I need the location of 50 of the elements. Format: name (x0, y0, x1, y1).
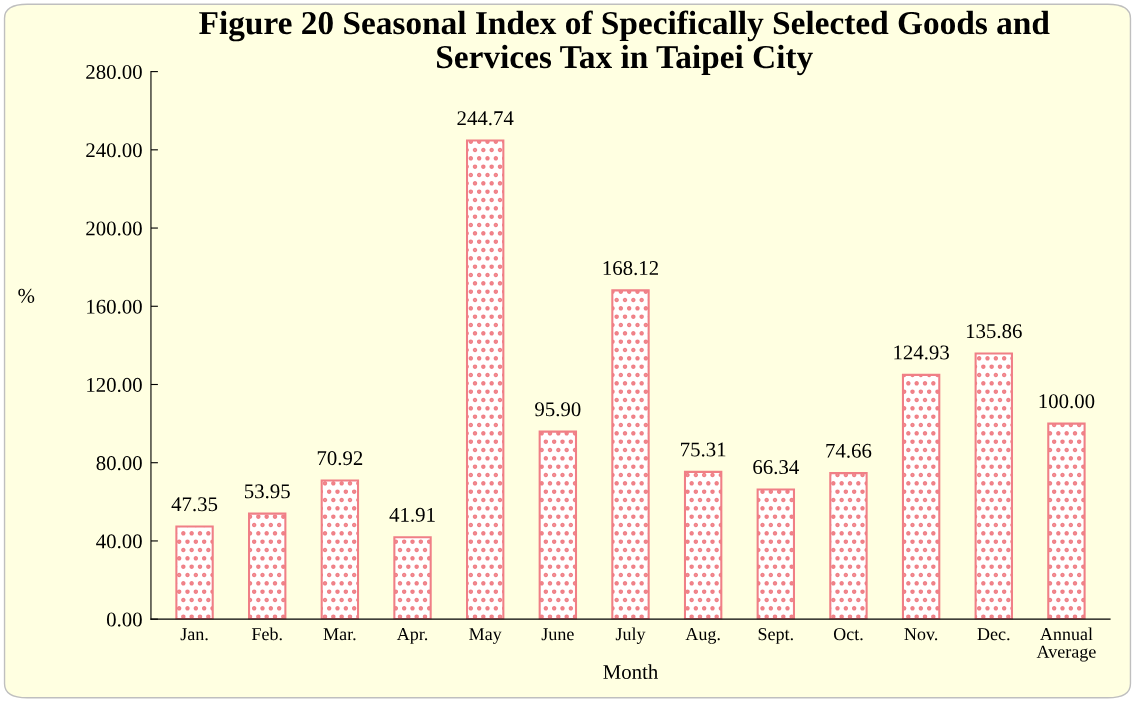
x-tick-label: Dec. (977, 628, 1010, 641)
data-label: 124.93 (894, 345, 949, 360)
x-tick-label: July (615, 627, 646, 644)
chart-title: Figure 20 Seasonal Index of Specifically Selected Goods and Services Tax in Taipei City (199, 10, 1050, 76)
x-tick-label: Aug. (685, 628, 720, 644)
x-tick-label: Nov. (904, 628, 938, 641)
y-tick-label: 80.00 (96, 456, 142, 471)
bar (974, 352, 1013, 620)
bar (1047, 422, 1086, 620)
x-tick-label: Sept. (758, 628, 793, 644)
y-axis-title: % (18, 288, 35, 303)
data-label: 74.66 (826, 443, 872, 458)
data-label: 95.90 (535, 402, 581, 417)
bar (465, 139, 505, 620)
data-label: 135.86 (966, 324, 1022, 339)
data-label: 244.74 (457, 111, 514, 126)
data-label: 66.34 (753, 460, 799, 475)
bar (248, 512, 287, 620)
bar (538, 430, 578, 620)
bar (175, 525, 214, 620)
y-tick-label: 240.00 (86, 143, 142, 158)
y-tick-label: 160.00 (87, 299, 142, 314)
data-label: 41.91 (389, 507, 435, 522)
y-tick-label: 0.00 (106, 612, 142, 627)
x-tick-label: Feb. (251, 627, 282, 641)
x-tick-label: Apr. (396, 628, 428, 644)
bar (829, 472, 868, 620)
data-label: 100.00 (1039, 394, 1095, 409)
x-axis-title: Month (603, 664, 658, 679)
y-tick-label: 120.00 (87, 377, 142, 393)
x-tick-label: May (469, 628, 502, 644)
bar (320, 479, 360, 620)
data-label: 75.31 (681, 442, 726, 457)
data-label: 168.12 (603, 260, 658, 276)
data-label: 47.35 (171, 497, 218, 512)
y-tick-label: 280.00 (86, 64, 142, 80)
y-tick-label: 200.00 (86, 221, 142, 236)
y-tick-label: 40.00 (96, 534, 142, 549)
x-tick-label: June (541, 628, 574, 641)
bar (683, 470, 723, 620)
bar (901, 373, 941, 620)
x-tick-label: Jan. (180, 628, 208, 641)
bar (393, 536, 432, 620)
bar (611, 289, 650, 620)
data-label: 70.92 (317, 451, 363, 466)
x-tick-label: Oct. (833, 628, 863, 641)
bar (756, 488, 796, 620)
data-label: 53.95 (244, 484, 290, 499)
x-tick-label: Mar. (323, 628, 356, 641)
x-tick-label: Annual Average (1036, 627, 1096, 662)
